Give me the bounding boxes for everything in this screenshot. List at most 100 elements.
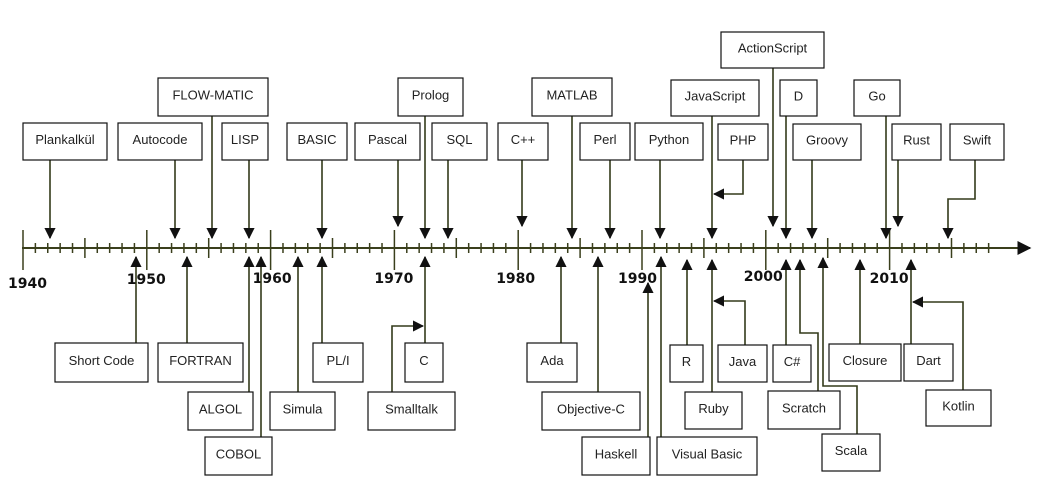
decade-label: 2010 bbox=[870, 271, 909, 287]
language-item-php: PHP bbox=[712, 123, 769, 200]
language-box bbox=[949, 123, 1005, 161]
language-box bbox=[22, 122, 108, 161]
language-item-swift: Swift bbox=[942, 123, 1005, 240]
language-item-rust: Rust bbox=[891, 123, 942, 228]
language-label: Java bbox=[729, 354, 757, 369]
connector-arrow bbox=[794, 258, 819, 391]
language-label: Ruby bbox=[698, 401, 729, 416]
language-item-visual-basic: Visual Basic bbox=[655, 255, 758, 476]
language-box bbox=[286, 122, 348, 161]
language-item-pascal: Pascal bbox=[354, 122, 421, 228]
language-box bbox=[312, 342, 364, 383]
language-label: Kotlin bbox=[942, 398, 975, 413]
language-box bbox=[792, 123, 862, 161]
language-item-haskell: Haskell bbox=[581, 281, 654, 476]
language-box bbox=[579, 122, 631, 161]
language-label: Ada bbox=[540, 353, 564, 368]
connector-arrow bbox=[712, 160, 744, 200]
language-box bbox=[669, 344, 704, 383]
language-item-cplusplus: C++ bbox=[497, 122, 549, 228]
language-item-d: D bbox=[779, 79, 818, 240]
language-label: PHP bbox=[730, 132, 757, 147]
language-item-fortran: FORTRAN bbox=[157, 255, 244, 383]
language-item-perl: Perl bbox=[579, 122, 631, 240]
language-box bbox=[117, 122, 203, 161]
decade-label: 1950 bbox=[127, 272, 166, 288]
language-item-java: Java bbox=[712, 295, 768, 383]
language-label: FORTRAN bbox=[169, 353, 232, 368]
language-item-r: R bbox=[669, 258, 704, 383]
language-label: Dart bbox=[916, 353, 941, 368]
language-item-kotlin: Kotlin bbox=[911, 296, 992, 427]
language-box bbox=[221, 122, 269, 161]
language-box bbox=[772, 344, 812, 383]
decade-label: 2000 bbox=[744, 269, 783, 285]
language-item-plankalk-l: Plankalkül bbox=[22, 122, 108, 240]
language-label: D bbox=[794, 88, 803, 103]
language-box bbox=[717, 123, 769, 161]
language-item-scratch: Scratch bbox=[767, 258, 841, 430]
language-item-scala: Scala bbox=[817, 256, 881, 472]
language-item-go: Go bbox=[853, 79, 901, 240]
language-box bbox=[269, 391, 336, 431]
language-label: Rust bbox=[903, 132, 930, 147]
language-box bbox=[670, 79, 760, 117]
language-box bbox=[204, 436, 273, 476]
language-label: BASIC bbox=[297, 132, 336, 147]
language-item-c: C bbox=[404, 255, 444, 383]
language-item-lisp: LISP bbox=[221, 122, 269, 240]
language-item-python: Python bbox=[634, 122, 704, 240]
language-box bbox=[157, 77, 269, 117]
language-label: JavaScript bbox=[685, 88, 746, 103]
language-box bbox=[354, 122, 421, 161]
language-box bbox=[720, 31, 825, 69]
language-label: PL/I bbox=[326, 353, 349, 368]
language-label: Pascal bbox=[368, 132, 407, 147]
language-label: Smalltalk bbox=[385, 401, 438, 416]
language-item-simula: Simula bbox=[269, 255, 336, 431]
language-label: C++ bbox=[511, 132, 536, 147]
language-box bbox=[903, 343, 954, 382]
language-box bbox=[828, 343, 902, 382]
decade-label: 1940 bbox=[8, 276, 47, 292]
language-item-autocode: Autocode bbox=[117, 122, 203, 240]
language-item-closure: Closure bbox=[828, 258, 902, 382]
language-item-matlab: MATLAB bbox=[531, 77, 613, 240]
language-box bbox=[767, 390, 841, 430]
language-box bbox=[684, 391, 743, 430]
connector-arrow bbox=[942, 160, 976, 240]
connector-arrow bbox=[712, 295, 746, 345]
language-item-short-code: Short Code bbox=[54, 255, 149, 383]
language-item-smalltalk: Smalltalk bbox=[367, 320, 456, 431]
language-item-sql: SQL bbox=[431, 122, 488, 240]
language-label: Swift bbox=[963, 132, 992, 147]
language-label: Autocode bbox=[133, 132, 188, 147]
language-label: SQL bbox=[446, 132, 472, 147]
language-box bbox=[367, 391, 456, 431]
language-box bbox=[717, 344, 768, 383]
language-item-pl-i: PL/I bbox=[312, 255, 364, 383]
language-label: Visual Basic bbox=[672, 446, 743, 461]
language-box bbox=[581, 436, 651, 476]
language-box bbox=[634, 122, 704, 161]
language-box bbox=[157, 342, 244, 383]
language-label: ALGOL bbox=[199, 401, 242, 416]
language-label: Objective-C bbox=[557, 401, 625, 416]
language-label: C# bbox=[784, 354, 801, 369]
language-item-groovy: Groovy bbox=[792, 123, 862, 240]
language-label: Haskell bbox=[595, 446, 638, 461]
language-box bbox=[891, 123, 942, 161]
language-box bbox=[853, 79, 901, 117]
language-label: COBOL bbox=[216, 446, 262, 461]
language-label: Scala bbox=[835, 443, 868, 458]
timeline-axis: 1940 1950 1960 1970 1980 1990 2000 2010 bbox=[8, 230, 1032, 292]
language-box bbox=[497, 122, 549, 161]
language-label: LISP bbox=[231, 132, 259, 147]
language-box bbox=[431, 122, 488, 161]
language-label: Short Code bbox=[69, 353, 135, 368]
language-label: Plankalkül bbox=[35, 132, 94, 147]
language-label: C bbox=[419, 353, 428, 368]
language-label: FLOW-MATIC bbox=[172, 87, 253, 102]
decade-label: 1980 bbox=[496, 271, 535, 287]
